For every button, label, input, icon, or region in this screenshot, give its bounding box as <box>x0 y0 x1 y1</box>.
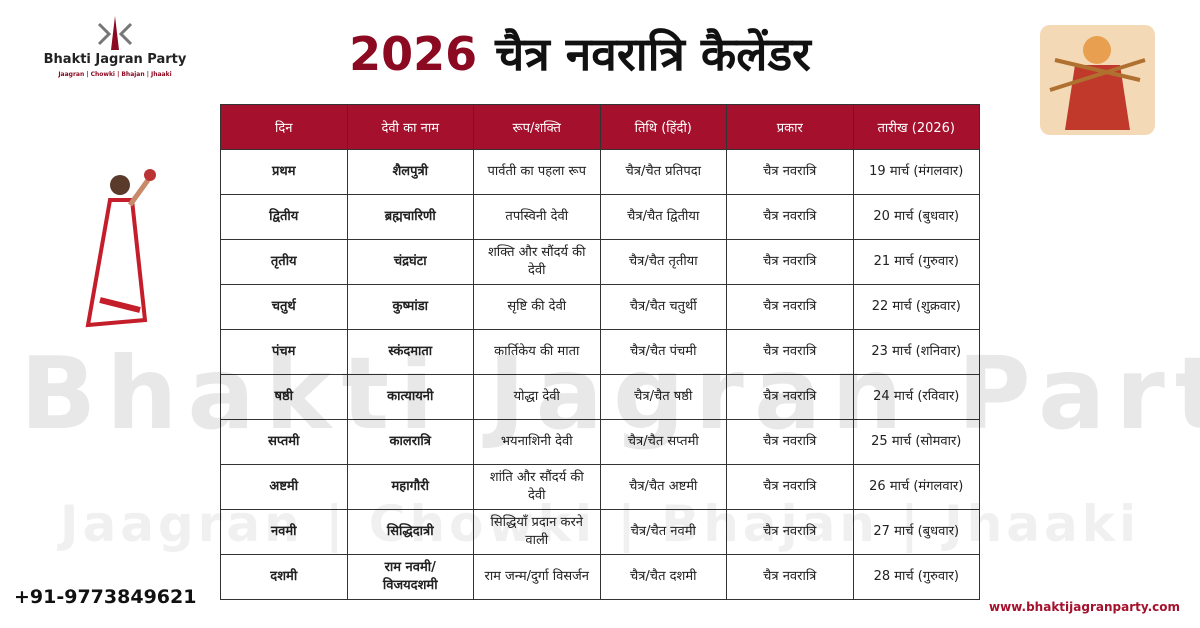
table-cell: 26 मार्च (मंगलवार) <box>852 464 980 510</box>
header-cell: दिन <box>220 104 348 150</box>
header-cell: रूप/शक्ति <box>473 104 601 150</box>
table-cell: चैत्र/चैत अष्टमी <box>599 464 727 510</box>
table-cell: शक्ति और सौंदर्य की देवी <box>473 239 601 285</box>
table-cell: चैत्र/चैत चतुर्थी <box>599 284 727 330</box>
table-cell: भयनाशिनी देवी <box>473 419 601 465</box>
table-cell: चंद्रघंटा <box>346 239 474 285</box>
header-cell: तारीख (2026) <box>852 104 980 150</box>
table-cell: चैत्र नवरात्रि <box>726 374 854 420</box>
table-cell: राम नवमी/ विजयदशमी <box>346 554 474 600</box>
table-cell: चैत्र नवरात्रि <box>726 554 854 600</box>
table-cell: चैत्र नवरात्रि <box>726 284 854 330</box>
table-cell: राम जन्म/दुर्गा विसर्जन <box>473 554 601 600</box>
table-cell: चैत्र/चैत तृतीया <box>599 239 727 285</box>
phone: +91-9773849621 <box>14 586 197 608</box>
table-cell: सृष्टि की देवी <box>473 284 601 330</box>
table-cell: ब्रह्मचारिणी <box>346 194 474 240</box>
table-cell: सिद्धिदात्री <box>346 509 474 555</box>
dancer-illustration <box>85 169 156 328</box>
table-cell: पार्वती का पहला रूप <box>473 149 601 195</box>
table-cell: चैत्र नवरात्रि <box>726 464 854 510</box>
table-cell: चैत्र/चैत पंचमी <box>599 329 727 375</box>
table-cell: महागौरी <box>346 464 474 510</box>
table-cell: अष्टमी <box>220 464 348 510</box>
table-cell: 27 मार्च (बुधवार) <box>852 509 980 555</box>
table-cell: प्रथम <box>220 149 348 195</box>
table-row: षष्ठी कात्यायनी योद्धा देवी चैत्र/चैत षष्ठी… <box>220 374 980 420</box>
calendar-table: दिन देवी का नाम रूप/शक्ति तिथि (हिंदी) प्रका… <box>220 104 980 600</box>
durga-illustration <box>1040 25 1155 135</box>
table-row: दशमी राम नवमी/ विजयदशमी राम जन्म/दुर्गा वि… <box>220 554 980 600</box>
table-cell: तपस्विनी देवी <box>473 194 601 240</box>
table-row: चतुर्थ कुष्मांडा सृष्टि की देवी चैत्र/चैत च… <box>220 284 980 330</box>
table-cell: चैत्र नवरात्रि <box>726 239 854 285</box>
title: 2026 चैत्र नवरात्रि कैलेंडर <box>230 22 930 84</box>
table-cell: स्कंदमाता <box>346 329 474 375</box>
website: www.bhaktijagranparty.com <box>989 600 1180 614</box>
table-cell: पंचम <box>220 329 348 375</box>
table-cell: सिद्धियाँ प्रदान करने वाली <box>473 509 601 555</box>
table-cell: शांति और सौंदर्य की देवी <box>473 464 601 510</box>
table-cell: चैत्र नवरात्रि <box>726 194 854 240</box>
header-cell: तिथि (हिंदी) <box>599 104 727 150</box>
table-cell: दशमी <box>220 554 348 600</box>
table-row: तृतीय चंद्रघंटा शक्ति और सौंदर्य की देवी चै… <box>220 239 980 285</box>
table-cell: कालरात्रि <box>346 419 474 465</box>
table-cell: चैत्र/चैत नवमी <box>599 509 727 555</box>
table-cell: 20 मार्च (बुधवार) <box>852 194 980 240</box>
table-row: पंचम स्कंदमाता कार्तिकेय की माता चैत्र/चैत … <box>220 329 980 375</box>
title-text: चैत्र नवरात्रि कैलेंडर <box>495 27 811 81</box>
table-row: प्रथम शैलपुत्री पार्वती का पहला रूप चैत्र/च… <box>220 149 980 195</box>
table-body: प्रथम शैलपुत्री पार्वती का पहला रूप चैत्र/च… <box>220 149 980 600</box>
table-cell: शैलपुत्री <box>346 149 474 195</box>
table-cell: चैत्र/चैत द्वितीया <box>599 194 727 240</box>
table-cell: 25 मार्च (सोमवार) <box>852 419 980 465</box>
table-row: नवमी सिद्धिदात्री सिद्धियाँ प्रदान करने वा… <box>220 509 980 555</box>
logo-name: Bhakti Jagran Party <box>43 52 187 67</box>
table-cell: कात्यायनी <box>346 374 474 420</box>
table-cell: चैत्र नवरात्रि <box>726 419 854 465</box>
table-row: द्वितीय ब्रह्मचारिणी तपस्विनी देवी चैत्र/चै… <box>220 194 980 240</box>
table-cell: चैत्र/चैत षष्ठी <box>599 374 727 420</box>
table-row: अष्टमी महागौरी शांति और सौंदर्य की देवी चैत… <box>220 464 980 510</box>
table-cell: षष्ठी <box>220 374 348 420</box>
table-cell: तृतीय <box>220 239 348 285</box>
table-cell: सप्तमी <box>220 419 348 465</box>
header-cell: प्रकार <box>726 104 854 150</box>
title-year: 2026 <box>349 27 478 81</box>
table-cell: 22 मार्च (शुक्रवार) <box>852 284 980 330</box>
table-cell: 21 मार्च (गुरुवार) <box>852 239 980 285</box>
header-row: दिन देवी का नाम रूप/शक्ति तिथि (हिंदी) प्रका… <box>220 104 980 150</box>
logo-tagline: Jaagran | Chowki | Bhajan | Jhaaki <box>58 71 172 78</box>
header-cell: देवी का नाम <box>346 104 474 150</box>
table-cell: द्वितीय <box>220 194 348 240</box>
table-row: सप्तमी कालरात्रि भयनाशिनी देवी चैत्र/चैत सप… <box>220 419 980 465</box>
table-cell: चैत्र नवरात्रि <box>726 509 854 555</box>
table-cell: चैत्र/चैत प्रतिपदा <box>599 149 727 195</box>
table-header: दिन देवी का नाम रूप/शक्ति तिथि (हिंदी) प्रका… <box>220 104 980 150</box>
table-cell: चैत्र नवरात्रि <box>726 149 854 195</box>
table-cell: चैत्र/चैत दशमी <box>599 554 727 600</box>
table-cell: 28 मार्च (गुरुवार) <box>852 554 980 600</box>
table-cell: नवमी <box>220 509 348 555</box>
table-cell: 24 मार्च (रविवार) <box>852 374 980 420</box>
table-cell: 19 मार्च (मंगलवार) <box>852 149 980 195</box>
table-cell: 23 मार्च (शनिवार) <box>852 329 980 375</box>
table-cell: कार्तिकेय की माता <box>473 329 601 375</box>
table-cell: चतुर्थ <box>220 284 348 330</box>
table-cell: चैत्र नवरात्रि <box>726 329 854 375</box>
table-cell: कुष्मांडा <box>346 284 474 330</box>
table-cell: चैत्र/चैत सप्तमी <box>599 419 727 465</box>
table-cell: योद्धा देवी <box>473 374 601 420</box>
logo-icon <box>97 16 133 50</box>
